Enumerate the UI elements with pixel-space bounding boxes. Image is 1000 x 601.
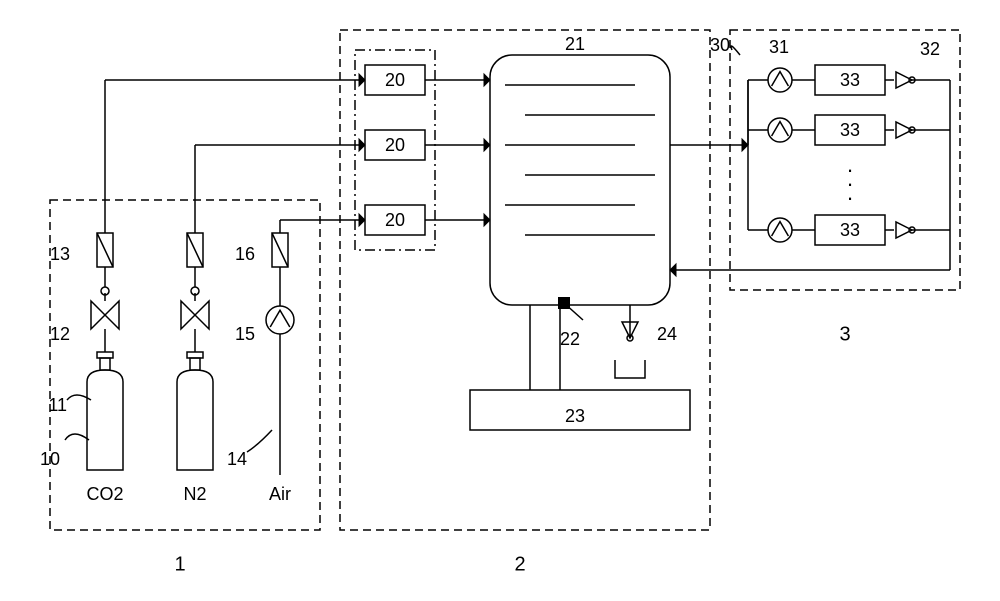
svg-text:N2: N2 [183, 484, 206, 504]
svg-text:Air: Air [269, 484, 291, 504]
svg-text:1: 1 [174, 553, 185, 575]
svg-text:CO2: CO2 [86, 484, 123, 504]
svg-text:16: 16 [235, 244, 255, 264]
svg-text:33: 33 [840, 220, 860, 240]
svg-text:20: 20 [385, 135, 405, 155]
svg-text:33: 33 [840, 120, 860, 140]
svg-text:3: 3 [839, 323, 850, 345]
svg-text:2: 2 [514, 553, 525, 575]
svg-text:14: 14 [227, 449, 247, 469]
svg-text:12: 12 [50, 324, 70, 344]
svg-text:33: 33 [840, 70, 860, 90]
svg-text:13: 13 [50, 244, 70, 264]
svg-text:24: 24 [657, 324, 677, 344]
svg-text:10: 10 [40, 449, 60, 469]
svg-text:15: 15 [235, 324, 255, 344]
svg-text:22: 22 [560, 329, 580, 349]
svg-text:20: 20 [385, 70, 405, 90]
svg-text:·: · [846, 185, 853, 210]
svg-text:23: 23 [565, 406, 585, 426]
svg-text:30: 30 [710, 35, 730, 55]
svg-text:20: 20 [385, 210, 405, 230]
svg-text:31: 31 [769, 37, 789, 57]
svg-text:21: 21 [565, 34, 585, 54]
svg-text:11: 11 [48, 395, 67, 415]
svg-text:32: 32 [920, 39, 940, 59]
